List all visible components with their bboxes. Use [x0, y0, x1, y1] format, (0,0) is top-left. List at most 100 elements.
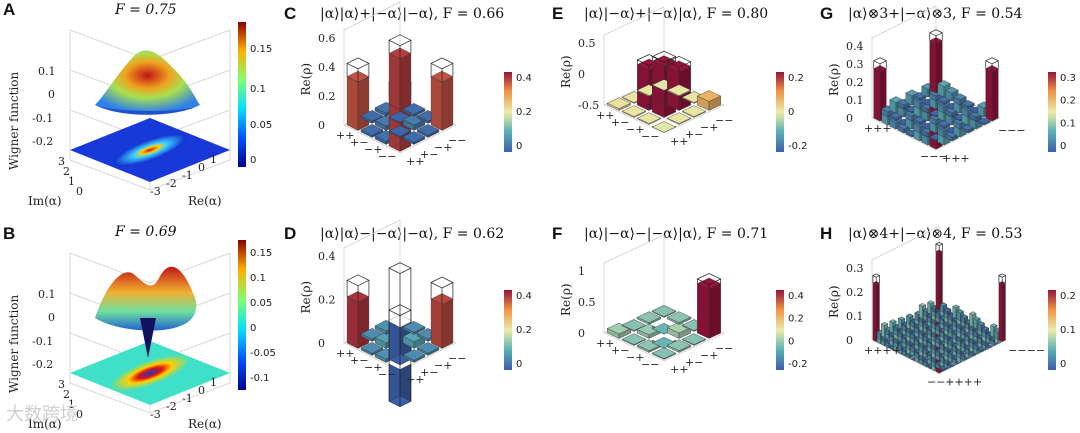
- z-tick: 0.2: [846, 286, 864, 299]
- z-tick: 0.3: [846, 58, 864, 71]
- cbar-tick: 0.2: [788, 73, 804, 84]
- bar-top-face: [880, 321, 889, 326]
- ideal-bar-outline: [998, 273, 1007, 285]
- colorbar: [776, 290, 784, 370]
- cbar-tick: 0.2: [1060, 96, 1076, 107]
- basis-label: −+: [700, 121, 718, 134]
- z-tick: 0.1: [38, 65, 56, 78]
- bar-left-face: [889, 320, 894, 334]
- z-tick: 0: [318, 119, 325, 132]
- bar-top-face: [918, 303, 927, 307]
- bar-left-face: [969, 312, 973, 328]
- ideal-bar-outline: [935, 241, 944, 254]
- basis-label: +++: [864, 122, 892, 135]
- bar-right-face: [991, 68, 999, 122]
- density-bar: [651, 121, 677, 133]
- z-tick: 0.2: [318, 294, 336, 307]
- density-bar: [402, 330, 426, 349]
- cbar-tick: 0.4: [516, 291, 532, 302]
- cbar-tick: 0: [250, 155, 256, 166]
- x-tick: 0: [198, 384, 205, 397]
- z-tick: 0.4: [318, 250, 336, 263]
- panel-h: H |α⟩⊗4+|−α⟩⊗4, F = 0.53 0.3 0.2 0.1 0 Re(ρ)…: [810, 218, 1078, 433]
- z-tick: 0.6: [318, 32, 336, 45]
- cbar-tick: -0.05: [250, 348, 276, 359]
- panel-a: A F = 0.75 0: [0, 0, 272, 215]
- basis-label: +++: [942, 152, 970, 165]
- bar-left-face: [697, 283, 710, 339]
- panel-title: |α⟩|α⟩+|−α⟩|−α⟩, F = 0.66: [320, 6, 505, 22]
- z-axis-label: Re(ρ): [559, 55, 573, 88]
- panel-label: C: [284, 4, 297, 23]
- panel-g: G |α⟩⊗3+|−α⟩⊗3, F = 0.54 0.4 0.3 0.2 0.1 0 Re…: [810, 0, 1078, 215]
- bar-top-face: [621, 105, 647, 117]
- bar-left-face: [430, 76, 443, 131]
- basis-label: −−−−: [1008, 344, 1045, 357]
- bar-top-face: [402, 321, 426, 333]
- x-tick: -2: [166, 400, 177, 413]
- cbar-tick: 0.1: [250, 84, 266, 95]
- ideal-bar-outline: [430, 57, 454, 83]
- colorbar: [504, 72, 512, 152]
- density-bar: [636, 323, 662, 339]
- bar-left-face: [929, 40, 937, 94]
- panel-title: F = 0.75: [115, 2, 177, 18]
- z-tick: -0.2: [32, 358, 53, 371]
- density-bar: [998, 273, 1007, 342]
- density-bar: [621, 105, 647, 118]
- bar-top-face: [969, 311, 977, 316]
- y-tick: 3: [58, 378, 65, 391]
- cbar-tick: 0.4: [788, 291, 804, 302]
- cbar-tick: 0.15: [250, 248, 272, 259]
- basis-label: ++: [406, 155, 424, 168]
- bar-top-face: [651, 121, 677, 133]
- y-tick: 1: [68, 398, 75, 411]
- bar-top-face: [905, 89, 919, 97]
- bar-top-face: [977, 117, 991, 125]
- bar-top-face: [666, 84, 692, 96]
- bar-top-face: [960, 314, 969, 319]
- bar-top-face: [360, 124, 384, 136]
- panel-b: B F = 0.69 0.1 0 -0.1 -0.2 Wigner functi…: [0, 218, 276, 433]
- density-bar: [948, 363, 956, 368]
- basis-label: +−: [350, 354, 368, 367]
- density-bar: [696, 90, 722, 111]
- cbar-tick: 0.15: [250, 44, 272, 55]
- density-bar: [666, 311, 692, 325]
- bar-top-face: [416, 124, 440, 136]
- z-axis-label: Wigner function: [7, 71, 21, 170]
- bar-top-face: [681, 333, 707, 345]
- density-bar: [388, 34, 412, 110]
- basis-label: −−: [378, 368, 396, 381]
- density-bar: [897, 98, 911, 110]
- z-tick: 0.1: [38, 288, 56, 301]
- z-tick: 0.5: [578, 37, 596, 50]
- z-tick: 0: [48, 311, 55, 324]
- z-tick: -0.1: [32, 112, 53, 125]
- bar-top-face: [621, 319, 647, 331]
- panel-label: A: [3, 0, 16, 19]
- z-tick: -0.5: [578, 99, 599, 112]
- watermark: 大数跨境: [6, 404, 78, 425]
- y-tick: 2: [63, 388, 70, 401]
- density-bar: [402, 321, 426, 335]
- density-bar: [430, 276, 454, 349]
- basis-label: −−: [715, 114, 733, 127]
- density-bar: [360, 124, 384, 138]
- basis-label: −−−: [998, 124, 1026, 137]
- panel-title: |α⟩⊗3+|−α⟩⊗3, F = 0.54: [848, 6, 1023, 22]
- cbar-tick: 0.2: [788, 314, 804, 325]
- density-bar: [666, 55, 692, 111]
- basis-label: −−: [378, 150, 396, 163]
- basis-label: ++: [596, 109, 614, 122]
- bar-top-face: [889, 319, 897, 323]
- density-bar: [985, 344, 994, 349]
- panel-title: |α⟩|α⟩−|−α⟩|−α⟩, F = 0.62: [320, 226, 505, 242]
- panel-label: E: [552, 4, 564, 23]
- z-axis-label: Re(ρ): [299, 281, 313, 314]
- density-bar: [402, 103, 426, 117]
- density-bar: [943, 307, 952, 315]
- cbar-tick: 0.4: [516, 73, 532, 84]
- z-tick: 0.2: [846, 76, 864, 89]
